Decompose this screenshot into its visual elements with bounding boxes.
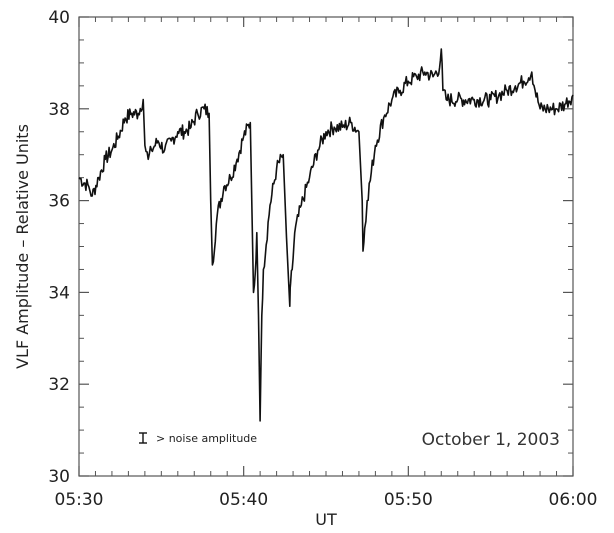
- y-tick-label: 40: [48, 8, 70, 28]
- plot-frame: [78, 16, 574, 477]
- x-tick-label: 05:30: [55, 490, 104, 510]
- y-tick-label: 38: [48, 100, 70, 120]
- y-tick-label: 30: [48, 467, 70, 487]
- x-tick-label: 05:40: [219, 490, 268, 510]
- y-tick-label: 32: [48, 375, 70, 395]
- y-tick-label: 34: [48, 283, 70, 303]
- axis-ticks: [78, 16, 574, 477]
- x-axis-title: UT: [315, 510, 337, 529]
- noise-amplitude-marker: [139, 432, 147, 444]
- x-tick-label: 06:00: [549, 490, 598, 510]
- axis-tick-labels: 05:30 05:40 05:50 06:00 30 32 34 36 38 40: [48, 8, 597, 510]
- y-tick-label: 36: [48, 192, 70, 212]
- date-annotation: October 1, 2003: [422, 430, 560, 450]
- noise-amplitude-label: > noise amplitude: [156, 432, 257, 445]
- x-tick-label: 05:50: [384, 490, 433, 510]
- vlf-amplitude-line: [78, 48, 574, 422]
- y-axis-title: VLF Amplitude – Relative Units: [13, 124, 32, 369]
